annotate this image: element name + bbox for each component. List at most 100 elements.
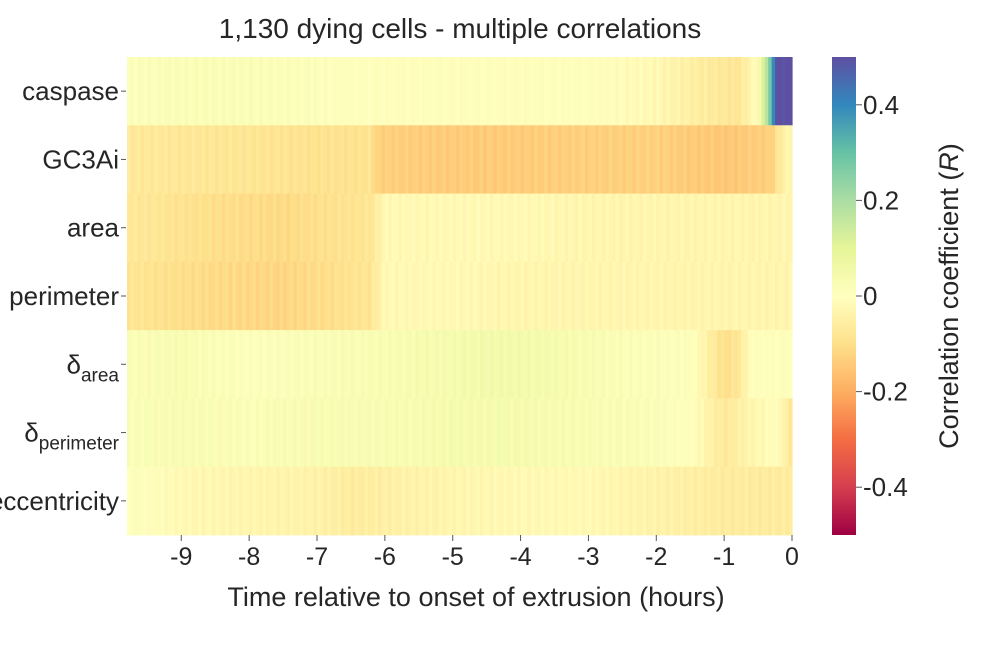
heatmap-cell [232, 398, 237, 468]
heatmap-cell [659, 261, 664, 331]
heatmap-cell [378, 466, 383, 536]
heatmap-cell [676, 398, 681, 468]
heatmap-cell [255, 125, 260, 194]
heatmap-cell [625, 57, 630, 126]
heatmap-cell [469, 193, 474, 263]
heatmap-cell [157, 261, 162, 331]
heatmap-cell [279, 57, 284, 126]
heatmap-cell [632, 125, 637, 194]
heatmap-cell [581, 193, 586, 263]
heatmap-cell [510, 57, 515, 126]
heatmap-cell [513, 261, 518, 331]
heatmap-cell [646, 57, 651, 126]
heatmap-cell [730, 261, 735, 331]
x-tick-label: -7 [306, 543, 328, 571]
heatmap-cell [741, 261, 746, 331]
heatmap-cell [428, 57, 433, 126]
heatmap-cell [245, 261, 250, 331]
heatmap-cell [571, 398, 576, 468]
row-labels: caspaseGC3Aiareaperimeterδareaδperimeter… [0, 76, 126, 516]
heatmap-cell [727, 398, 732, 468]
heatmap-cell [547, 398, 552, 468]
heatmap-cell [676, 193, 681, 263]
heatmap-cell [350, 466, 355, 536]
heatmap-cell [228, 57, 233, 126]
heatmap-cell [466, 330, 471, 399]
heatmap-cell [150, 57, 155, 126]
heatmap-cell [663, 466, 668, 536]
heatmap-cell [415, 330, 420, 399]
heatmap-cell [439, 330, 444, 399]
heatmap-cell [510, 125, 515, 194]
heatmap-cell [527, 466, 532, 536]
heatmap-cell [327, 193, 332, 263]
heatmap-cell [127, 193, 131, 263]
heatmap-cell [608, 57, 613, 126]
heatmap-cell [194, 398, 199, 468]
heatmap-cell [249, 398, 254, 468]
heatmap-cell [608, 398, 613, 468]
heatmap-cell [303, 125, 308, 194]
heatmap-cell [581, 125, 586, 194]
heatmap-cell [680, 398, 685, 468]
heatmap-cell [730, 193, 735, 263]
heatmap-cell [520, 330, 525, 399]
heatmap-cell [530, 261, 535, 331]
heatmap-cell [507, 398, 511, 468]
heatmap-cell [462, 125, 467, 194]
heatmap-cell [469, 466, 474, 536]
heatmap-cell [513, 193, 518, 263]
heatmap-cell [707, 193, 712, 263]
heatmap-cell [473, 193, 478, 263]
heatmap-cell [300, 398, 305, 468]
heatmap-cell [686, 466, 691, 536]
heatmap-cell [412, 261, 416, 331]
heatmap-cell [785, 125, 790, 194]
heatmap-cell [215, 193, 220, 263]
heatmap-cell [269, 398, 274, 468]
heatmap-cell [720, 193, 725, 263]
heatmap-cell [703, 466, 708, 536]
heatmap-cell [544, 261, 549, 331]
heatmap-cell [330, 398, 335, 468]
heatmap-cell [635, 330, 640, 399]
row-label-subscript: area [81, 365, 119, 386]
heatmap-cell [333, 330, 338, 399]
heatmap-cell [744, 193, 749, 263]
heatmap-cell [388, 57, 393, 126]
heatmap-cell [737, 57, 742, 126]
heatmap-cell [171, 330, 176, 399]
heatmap-cell [676, 330, 681, 399]
heatmap-cell [337, 330, 342, 399]
heatmap-cell [476, 466, 481, 536]
heatmap-cell [140, 398, 145, 468]
heatmap-cell [208, 193, 213, 263]
heatmap-cell [262, 125, 267, 194]
heatmap-cell [510, 261, 515, 331]
heatmap-cell [225, 261, 230, 331]
heatmap-cell [442, 261, 447, 331]
heatmap-cell [680, 125, 685, 194]
heatmap-cell [496, 57, 501, 126]
heatmap-cell [415, 125, 420, 194]
heatmap-cell [293, 261, 298, 331]
heatmap-cell [137, 466, 142, 536]
heatmap-cell [625, 125, 630, 194]
heatmap-cell [744, 57, 749, 126]
heatmap-cell [133, 398, 138, 468]
heatmap-cell [456, 261, 461, 331]
heatmap-cell [598, 330, 603, 399]
heatmap-cell [700, 125, 705, 194]
heatmap-cell [734, 330, 739, 399]
heatmap-cell [181, 398, 186, 468]
heatmap-cell [673, 466, 678, 536]
heatmap-cell [761, 193, 766, 263]
heatmap-cell [310, 330, 315, 399]
heatmap-cell [632, 466, 637, 536]
heatmap-cell [727, 193, 732, 263]
heatmap-cell [496, 193, 501, 263]
heatmap-cell [622, 125, 627, 194]
heatmap-cell [259, 466, 264, 536]
heatmap-cell [669, 57, 674, 126]
heatmap-cell [310, 125, 315, 194]
